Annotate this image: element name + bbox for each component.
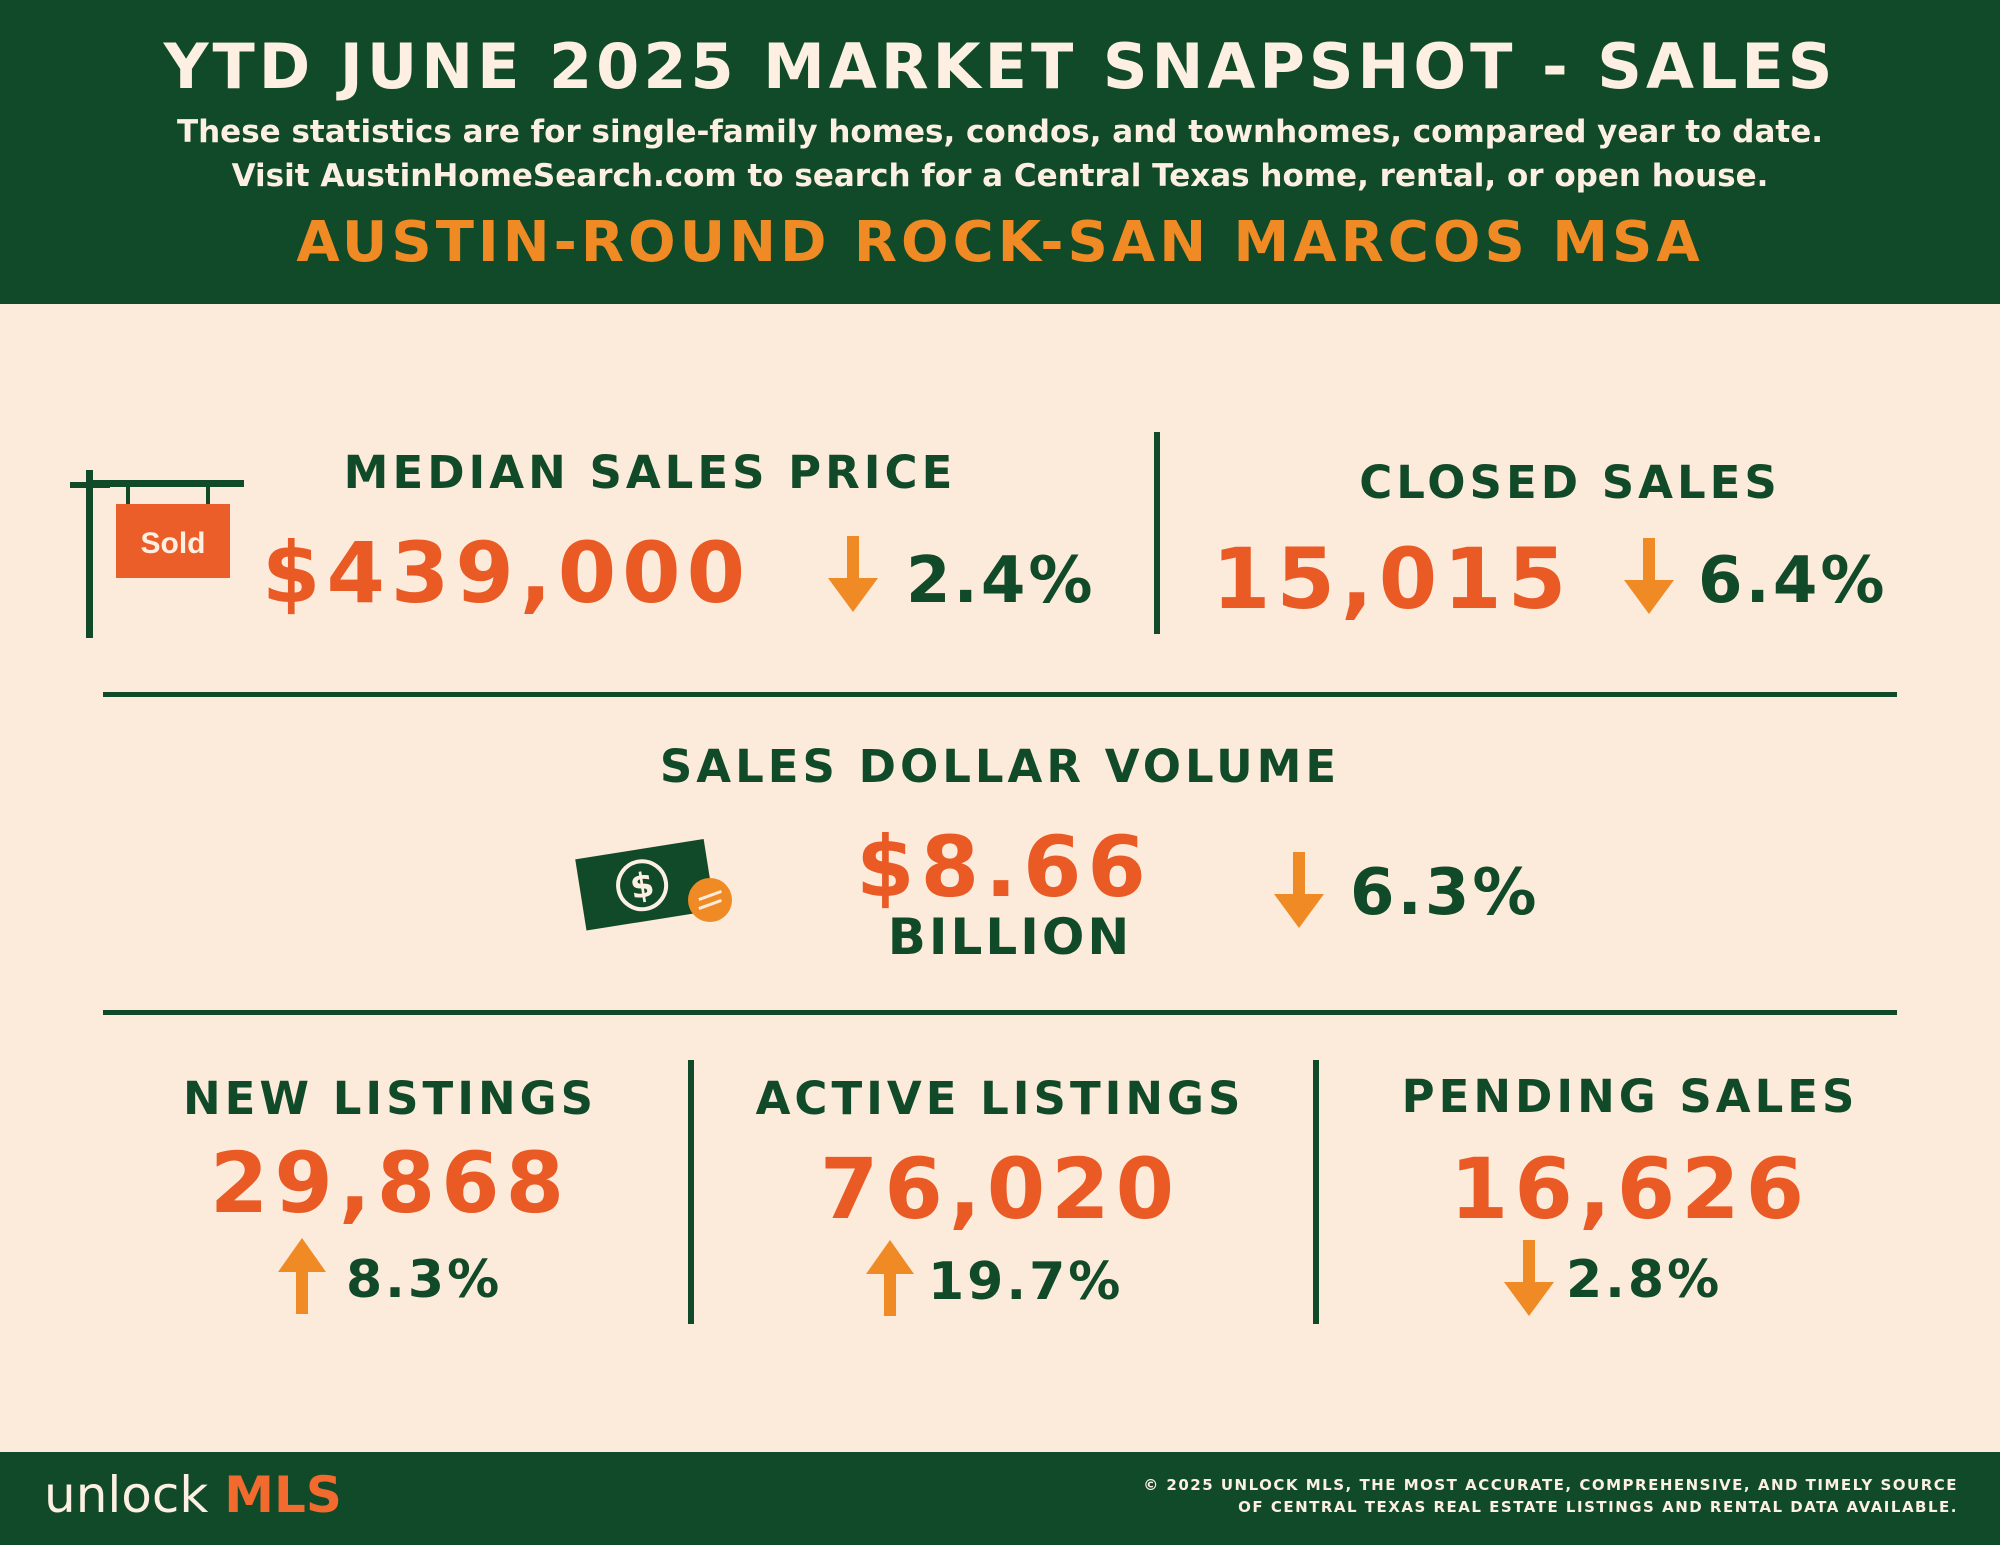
closed-sales-value: 15,015 (1212, 530, 1573, 628)
median-sales-price-change: 2.4% (906, 544, 1096, 618)
closed-sales-change: 6.4% (1698, 544, 1888, 618)
money-bill-icon: $ (575, 839, 732, 931)
logo-accent: MLS (224, 1466, 342, 1524)
arrow-down-icon (828, 536, 878, 612)
new-listings-value: 29,868 (209, 1134, 571, 1232)
logo-text: unlock (44, 1466, 209, 1524)
median-sales-price-value: $439,000 (262, 524, 752, 622)
sales-dollar-volume-value: $8.66 (856, 818, 1152, 916)
active-listings-label: ACTIVE LISTINGS (755, 1072, 1245, 1125)
footer-banner: unlock MLS © 2025 UNLOCK MLS, THE MOST A… (0, 1452, 2000, 1545)
pending-sales-label: PENDING SALES (1401, 1070, 1859, 1123)
divider-vertical-bottom-2 (1313, 1060, 1319, 1324)
closed-sales-label: CLOSED SALES (1359, 456, 1781, 509)
divider-horizontal-2 (103, 1010, 1897, 1015)
subtitle-line-2: Visit AustinHomeSearch.com to search for… (231, 158, 1769, 194)
page-title: YTD JUNE 2025 MARKET SNAPSHOT - SALES (163, 30, 1837, 103)
arrow-up-icon (278, 1238, 326, 1314)
arrow-down-icon (1274, 852, 1324, 928)
header-banner: YTD JUNE 2025 MARKET SNAPSHOT - SALES Th… (0, 0, 2000, 304)
sales-dollar-volume-label: SALES DOLLAR VOLUME (659, 740, 1341, 793)
sales-dollar-volume-unit: BILLION (887, 908, 1133, 966)
arrow-down-icon (1504, 1240, 1554, 1316)
arrow-down-icon (1624, 538, 1674, 614)
pending-sales-change: 2.8% (1566, 1250, 1723, 1310)
new-listings-label: NEW LISTINGS (183, 1072, 597, 1125)
sold-sign-text: Sold (141, 527, 206, 560)
active-listings-value: 76,020 (819, 1140, 1181, 1238)
legal-line-2: OF CENTRAL TEXAS REAL ESTATE LISTINGS AN… (1238, 1498, 1958, 1516)
divider-horizontal-1 (103, 692, 1897, 697)
divider-vertical-top (1154, 432, 1160, 634)
arrow-up-icon (866, 1240, 914, 1316)
subtitle-line-1: These statistics are for single-family h… (176, 114, 1824, 150)
median-sales-price-label: MEDIAN SALES PRICE (343, 446, 957, 499)
divider-vertical-bottom-1 (688, 1060, 694, 1324)
sales-dollar-volume-change: 6.3% (1350, 856, 1540, 930)
unlock-mls-logo[interactable]: unlock MLS (44, 1466, 342, 1524)
sold-sign-icon: Sold (70, 470, 244, 638)
active-listings-change: 19.7% (928, 1252, 1124, 1312)
new-listings-change: 8.3% (346, 1250, 503, 1310)
pending-sales-value: 16,626 (1449, 1140, 1811, 1238)
legal-line-1: © 2025 UNLOCK MLS, THE MOST ACCURATE, CO… (1143, 1476, 1958, 1494)
region-title: AUSTIN-ROUND ROCK-SAN MARCOS MSA (296, 210, 1704, 275)
